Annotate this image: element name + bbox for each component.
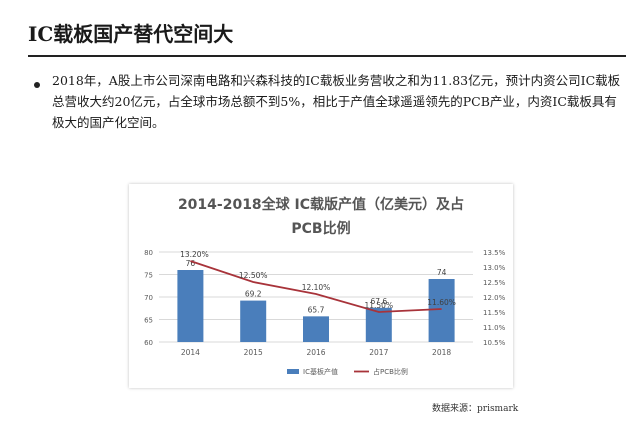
legend-line-label: 占PCB比例 — [373, 367, 408, 376]
bar — [365, 307, 392, 342]
legend-bar-label: IC基板产值 — [303, 367, 338, 376]
bar-data-label: 76 — [186, 259, 196, 268]
chart-title-line2: PCB比例 — [291, 221, 351, 237]
title-divider — [28, 55, 626, 57]
line-data-label: 11.60% — [427, 298, 456, 307]
y-right-tick-label: 11.5% — [483, 309, 506, 317]
y-right-tick-label: 12.5% — [483, 279, 506, 287]
x-tick-label: 2015 — [244, 348, 263, 357]
data-source: 数据来源：prismark — [432, 404, 519, 414]
bar — [177, 270, 204, 342]
y-left-tick-label: 75 — [144, 272, 153, 280]
bar-data-label: 74 — [437, 268, 447, 277]
chart-title-line1: 2014-2018全球 IC载版产值（亿美元）及占 — [177, 197, 465, 213]
x-tick-label: 2014 — [181, 348, 200, 357]
chart-panel: 2014-2018全球 IC载版产值（亿美元）及占 PCB比例 60 65 70 75… — [129, 184, 513, 388]
bar — [303, 316, 329, 342]
page-title: IC载板国产替代空间大 — [28, 22, 234, 46]
y-right-tick-label: 10.5% — [483, 339, 506, 347]
bullet-icon — [34, 82, 40, 88]
x-tick-label: 2017 — [369, 348, 388, 357]
y-left-tick-label: 80 — [144, 249, 153, 257]
bar — [428, 279, 455, 342]
bar-data-label: 67.6 — [370, 297, 387, 306]
y-right-tick-label: 11.0% — [483, 324, 506, 332]
bar-data-label: 69.2 — [245, 290, 262, 299]
line-data-label: 11.50% — [364, 301, 393, 310]
y-left-tick-label: 65 — [144, 317, 153, 325]
legend-bar-swatch — [287, 369, 299, 374]
chart-canvas: 60 65 70 75 80 10.5% 11.0% 11.5% 12.0% 12.5% 13.0%… — [144, 249, 506, 376]
ratio-line — [190, 260, 442, 313]
x-tick-label: 2016 — [306, 348, 325, 357]
line-data-label: 13.20% — [180, 250, 209, 259]
x-tick-label: 2018 — [432, 348, 451, 357]
bullet-paragraph: 2018年，A股上市公司深南电路和兴森科技的IC载板业务营收之和为11.83亿元… — [52, 73, 621, 130]
bar — [240, 300, 267, 342]
y-right-tick-label: 13.5% — [483, 249, 506, 257]
bar-data-label: 65.7 — [308, 305, 325, 314]
y-right-tick-label: 12.0% — [483, 294, 506, 302]
y-left-tick-label: 60 — [144, 339, 153, 347]
line-data-label: 12.10% — [302, 283, 331, 292]
y-left-tick-label: 70 — [144, 294, 153, 302]
y-right-tick-label: 13.0% — [483, 264, 506, 272]
line-data-label: 12.50% — [239, 271, 268, 280]
